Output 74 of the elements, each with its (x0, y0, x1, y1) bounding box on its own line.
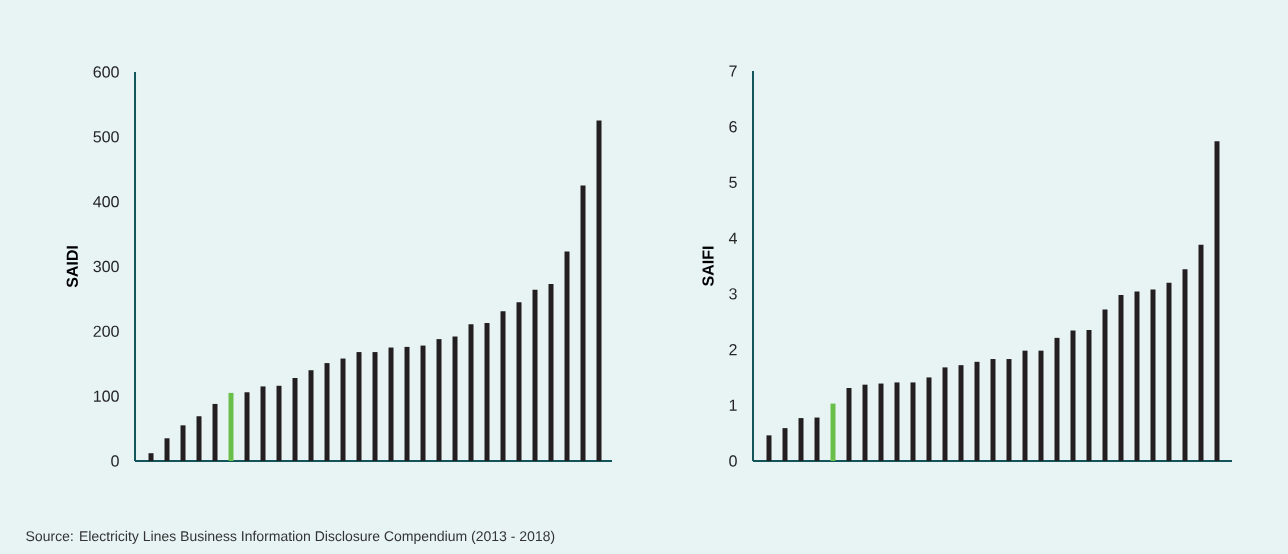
bar (292, 378, 298, 461)
bar (958, 365, 964, 461)
bar (1086, 330, 1092, 461)
bar (862, 384, 868, 461)
bar (500, 311, 506, 461)
bar (180, 425, 186, 461)
bar (1214, 141, 1220, 461)
y-tick-label: 7 (729, 65, 737, 77)
bar (260, 386, 266, 461)
bar (1022, 350, 1028, 461)
bar (484, 322, 490, 461)
bar (228, 392, 234, 461)
bar (910, 382, 916, 461)
bar (276, 385, 282, 461)
bar (1134, 291, 1140, 461)
bar (782, 428, 788, 461)
bar (564, 251, 570, 461)
bar (1150, 289, 1156, 461)
bar (308, 370, 314, 461)
y-axis-title: SAIDI (66, 246, 78, 288)
bar (1054, 337, 1060, 461)
bar (244, 392, 250, 461)
bar (404, 346, 410, 461)
bar (516, 302, 522, 461)
y-tick-label: 4 (728, 232, 737, 244)
bar (420, 345, 426, 461)
bar (878, 383, 884, 461)
bar (1182, 269, 1188, 461)
y-tick-label: 400 (93, 196, 119, 208)
bar (468, 324, 474, 461)
bar (1070, 330, 1076, 461)
y-tick-label: 100 (94, 390, 119, 402)
bar (974, 361, 980, 461)
bar (1102, 309, 1108, 461)
bar (1166, 282, 1172, 461)
y-axis-title: SAIFI (702, 246, 714, 286)
bar (1038, 350, 1044, 461)
y-tick-label: 0 (729, 455, 737, 467)
bar (436, 339, 442, 461)
bar (212, 403, 218, 461)
bar (196, 416, 202, 461)
bar (926, 377, 932, 461)
bar (814, 417, 820, 461)
y-tick-label: 6 (729, 121, 737, 133)
y-tick-label: 5 (729, 176, 737, 189)
y-tick-label: 2 (729, 343, 737, 356)
y-tick-label: 200 (93, 325, 119, 337)
bar (990, 359, 996, 461)
bar (1006, 359, 1012, 461)
y-tick-label: 600 (93, 66, 119, 78)
bar (580, 185, 586, 461)
y-tick-label: 3 (729, 288, 737, 300)
bar (148, 453, 154, 461)
bar (452, 336, 458, 461)
y-tick-label: 0 (111, 455, 119, 467)
y-tick-label: 300 (93, 260, 119, 273)
bar (340, 358, 346, 461)
bar (766, 435, 772, 461)
bar (846, 388, 852, 461)
bar (356, 352, 362, 461)
bar (164, 438, 170, 461)
bar (942, 367, 948, 461)
bar (324, 363, 330, 461)
bar (388, 347, 394, 461)
bar (894, 382, 900, 461)
y-tick-label: 500 (93, 131, 119, 143)
bar (596, 120, 602, 461)
bar (830, 403, 836, 461)
source-note: Source: Electricity Lines Business Information Disclosure Compendium (2013 - 2018) (26, 530, 555, 544)
bar (532, 289, 538, 461)
y-tick-label: 1 (729, 399, 737, 411)
bar (798, 418, 804, 461)
bar (548, 283, 554, 461)
bar (372, 352, 378, 461)
